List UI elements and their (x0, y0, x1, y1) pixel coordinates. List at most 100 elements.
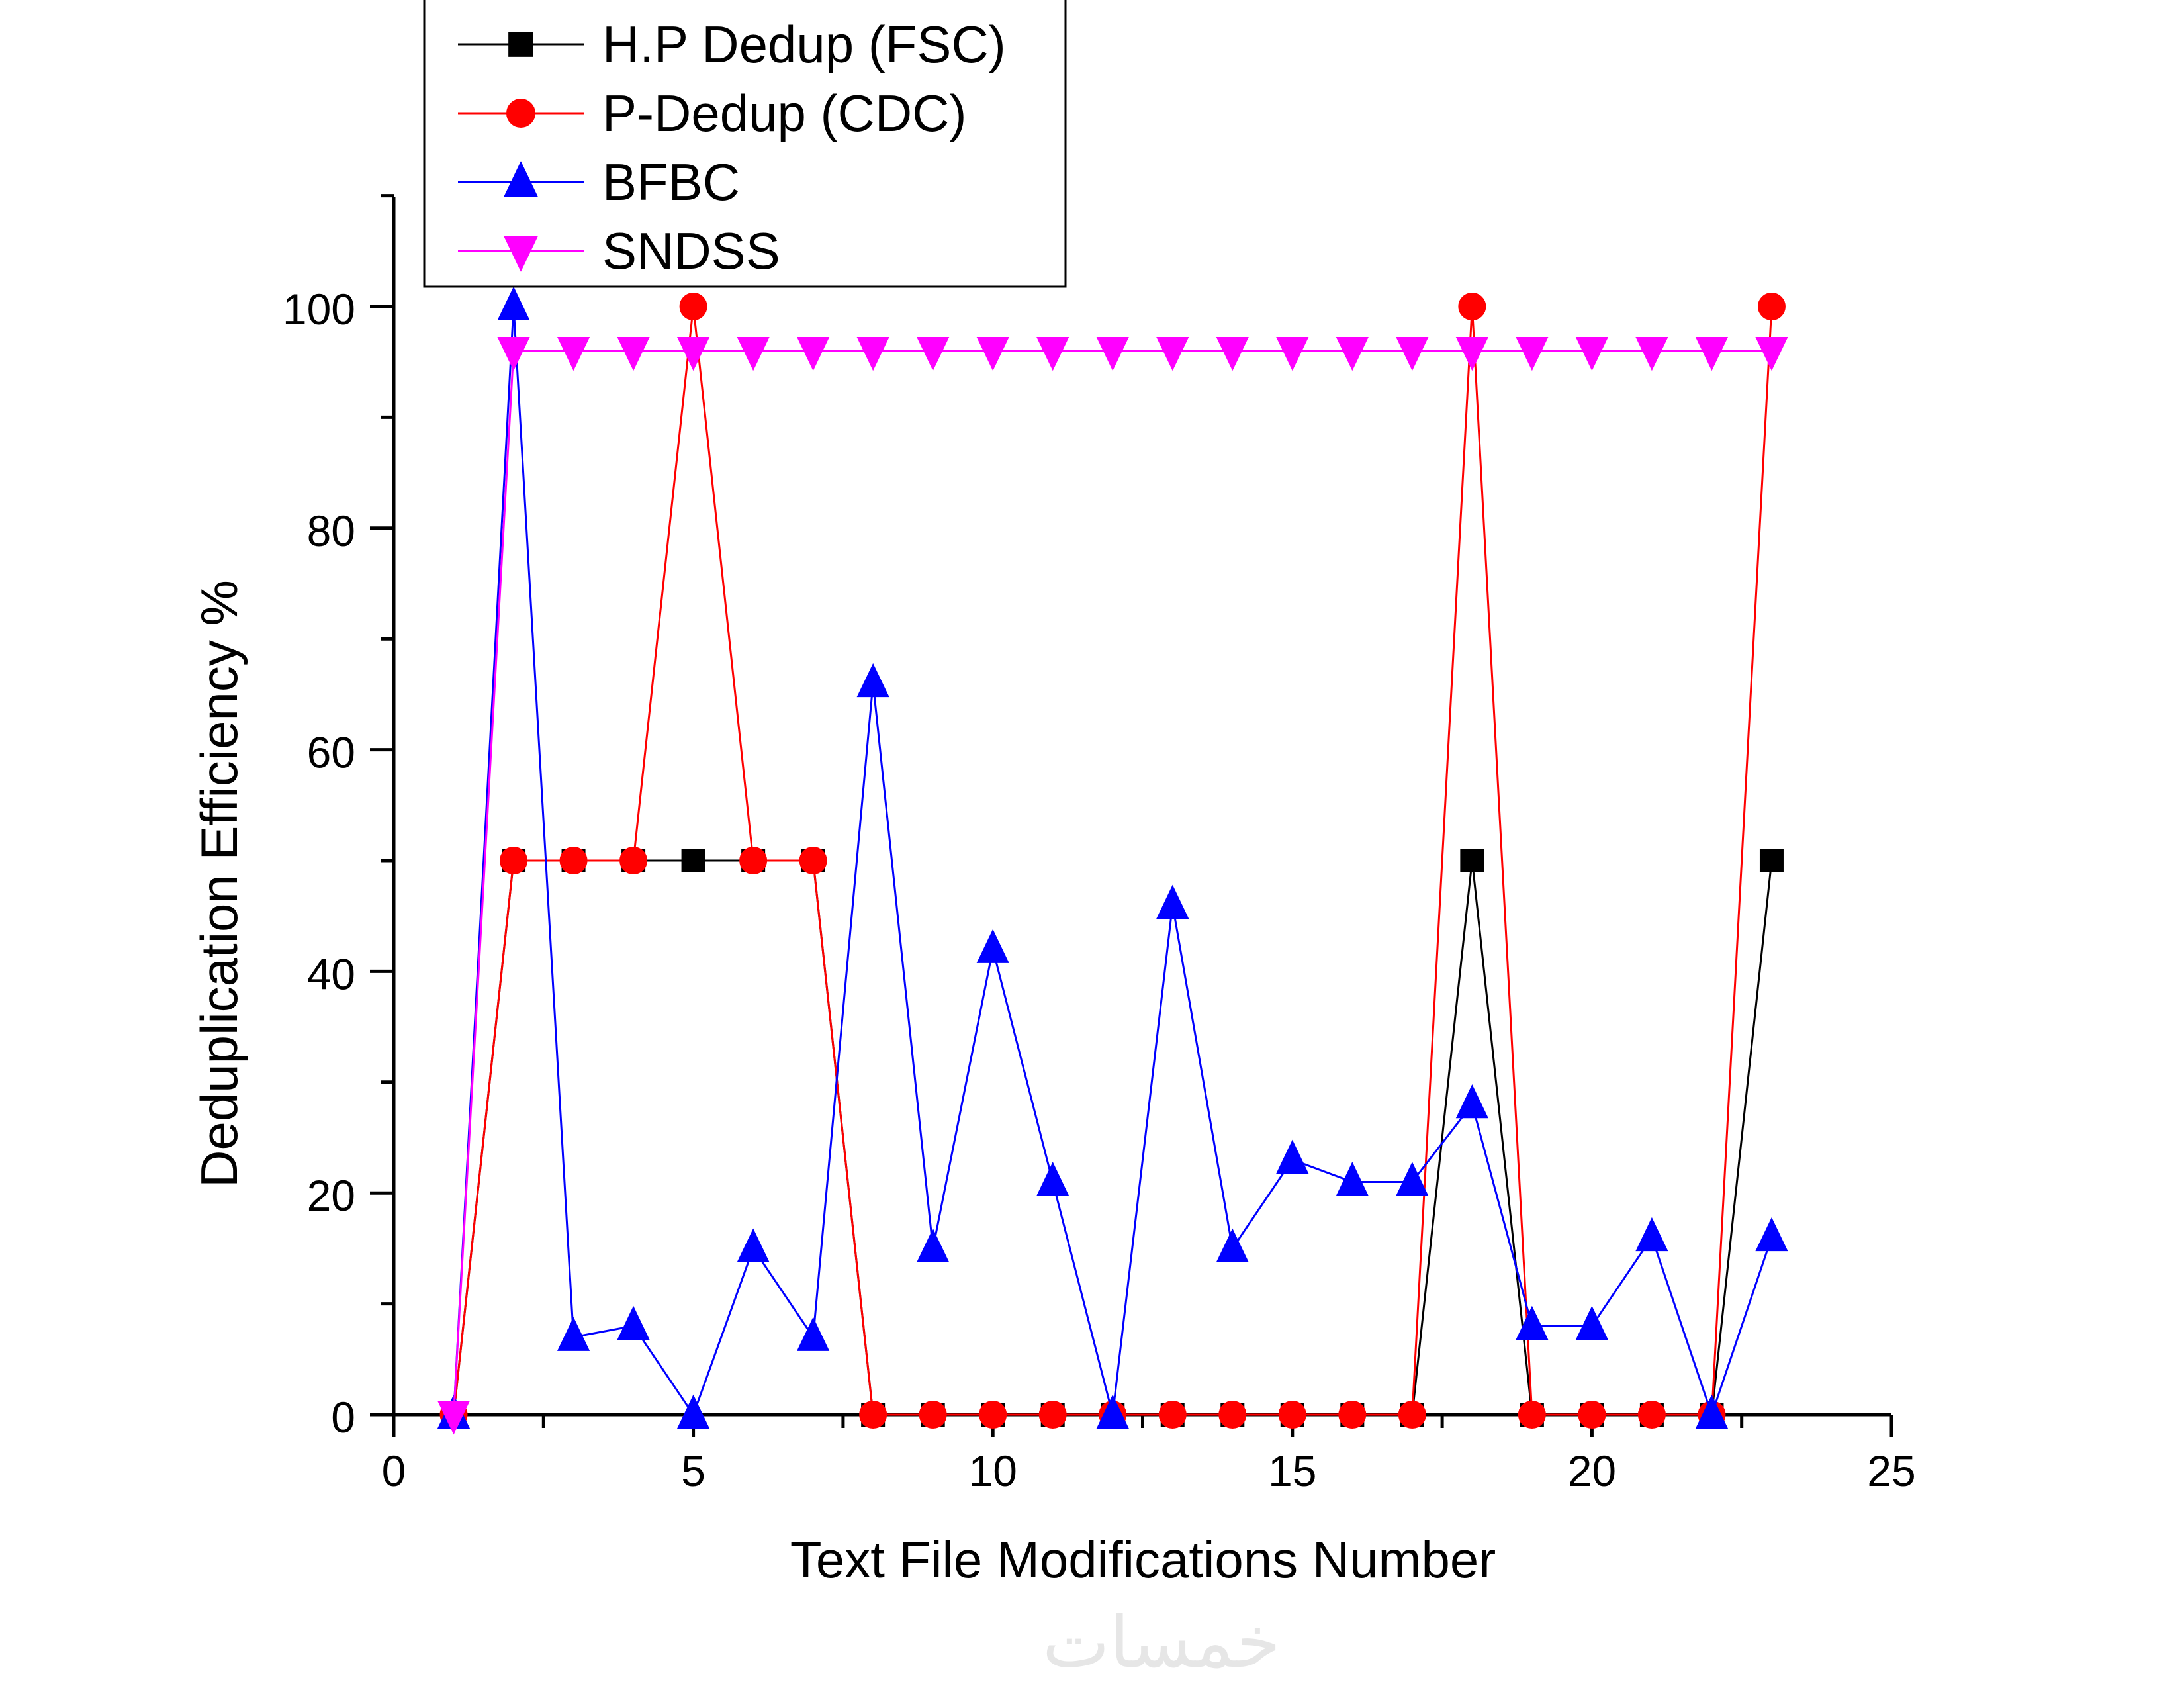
legend-label: P-Dedup (CDC) (602, 84, 966, 142)
data-point (500, 847, 528, 874)
data-point (1516, 336, 1549, 371)
data-point (1218, 1401, 1247, 1429)
data-point (1036, 336, 1069, 371)
data-point (1396, 336, 1429, 371)
data-point (1276, 1139, 1309, 1174)
y-tick-label: 100 (283, 285, 355, 334)
y-tick-label: 80 (307, 506, 355, 555)
data-point (1398, 1401, 1426, 1429)
x-tick-label: 5 (681, 1446, 705, 1495)
legend-marker (506, 99, 535, 128)
data-point (797, 336, 830, 371)
data-point (1276, 336, 1309, 371)
data-point (1695, 1394, 1729, 1429)
y-axis-label: Deduplication Efficiency % (190, 580, 248, 1188)
legend-label: H.P Dedup (FSC) (602, 15, 1006, 73)
series-1 (439, 293, 1786, 1429)
data-point (677, 336, 710, 371)
series-3 (437, 336, 1788, 1435)
x-tick-label: 25 (1867, 1446, 1915, 1495)
data-point (1575, 1305, 1608, 1340)
y-tick-label: 20 (307, 1171, 355, 1220)
data-point (1036, 1162, 1069, 1196)
legend-entry: BFBC (458, 153, 740, 211)
data-point (1156, 336, 1189, 371)
data-point (1759, 849, 1784, 872)
y-tick-label: 40 (307, 949, 355, 998)
data-point (797, 1317, 830, 1351)
data-point (799, 847, 827, 874)
x-axis-label: Text File Modifications Number (790, 1530, 1496, 1589)
data-point (1336, 1162, 1369, 1196)
series-line (453, 350, 1772, 1415)
data-point (1096, 1394, 1129, 1429)
data-point (1336, 336, 1369, 371)
data-point (497, 286, 530, 320)
legend-label: SNDSS (602, 222, 780, 280)
x-tick-label: 20 (1568, 1446, 1616, 1495)
data-point (739, 847, 768, 874)
data-point (737, 1228, 770, 1262)
data-point (1216, 1228, 1249, 1262)
data-point (437, 1401, 471, 1435)
legend-entry: P-Dedup (CDC) (458, 84, 966, 142)
data-point (1516, 1305, 1549, 1340)
data-point (557, 1317, 590, 1351)
data-point (1156, 884, 1189, 919)
y-tick-label: 60 (307, 728, 355, 777)
data-point (1396, 1162, 1429, 1196)
data-point (917, 1228, 950, 1262)
data-point (1518, 1401, 1546, 1429)
data-point (917, 336, 950, 371)
data-point (617, 1305, 650, 1340)
data-point (1755, 1217, 1788, 1252)
data-point (856, 336, 889, 371)
data-point (679, 293, 707, 320)
legend-label: BFBC (602, 153, 740, 211)
data-point (856, 663, 889, 698)
axes: 0 20 40 60 80 100 0 5 10 15 20 25 (283, 194, 1916, 1495)
legend-entry: SNDSS (458, 222, 780, 280)
data-point (1278, 1401, 1306, 1429)
x-tick-label: 0 (382, 1446, 406, 1495)
watermark: خمسات (1042, 1601, 1281, 1684)
data-point (737, 336, 770, 371)
data-point (1635, 1217, 1668, 1252)
data-point (1637, 1401, 1666, 1429)
plot-area (437, 286, 1788, 1435)
data-point (1635, 336, 1668, 371)
data-point (1695, 336, 1729, 371)
legend: H.P Dedup (FSC) P-Dedup (CDC) BFBC SNDSS (423, 0, 1067, 288)
data-point (557, 336, 590, 371)
legend-marker (504, 236, 538, 272)
data-point (681, 849, 705, 872)
data-point (1575, 336, 1608, 371)
legend-marker (508, 32, 533, 57)
data-point (1458, 293, 1486, 320)
data-point (677, 1394, 710, 1429)
data-point (919, 1401, 947, 1429)
data-point (1755, 336, 1788, 371)
data-point (1455, 336, 1488, 371)
data-point (1460, 849, 1484, 872)
data-point (976, 336, 1009, 371)
series-line (453, 859, 1773, 1416)
legend-marker (504, 161, 538, 197)
data-point (1158, 1401, 1187, 1429)
data-point (1338, 1401, 1367, 1429)
legend-entry: H.P Dedup (FSC) (458, 15, 1006, 73)
data-point (1038, 1401, 1067, 1429)
data-point (497, 336, 530, 371)
data-point (1455, 1084, 1488, 1119)
y-tick-label: 0 (331, 1393, 355, 1442)
x-tick-label: 10 (968, 1446, 1017, 1495)
x-tick-label: 15 (1268, 1446, 1316, 1495)
data-point (979, 1401, 1007, 1429)
data-point (1216, 336, 1249, 371)
data-point (1757, 293, 1786, 320)
data-point (1096, 336, 1129, 371)
data-point (859, 1401, 887, 1429)
data-point (559, 847, 588, 874)
data-point (976, 929, 1009, 963)
